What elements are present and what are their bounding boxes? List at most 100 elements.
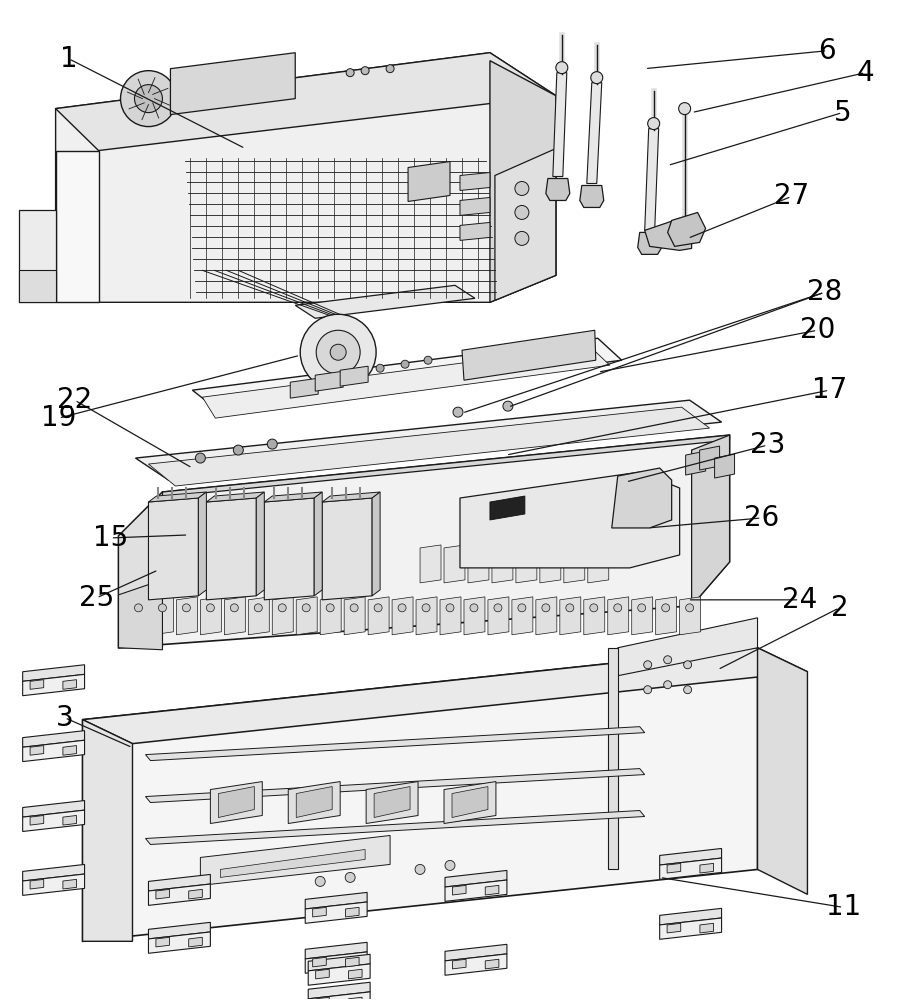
Circle shape [515,181,529,195]
Polygon shape [308,992,370,1000]
Text: 28: 28 [806,278,842,306]
Polygon shape [315,969,330,979]
Polygon shape [588,545,609,583]
Circle shape [644,686,652,694]
Circle shape [398,604,406,612]
Polygon shape [83,648,758,941]
Polygon shape [313,957,326,967]
Polygon shape [22,740,84,762]
Polygon shape [148,884,210,905]
Polygon shape [156,937,170,947]
Polygon shape [145,811,645,844]
Polygon shape [490,61,556,302]
Polygon shape [464,597,485,635]
Polygon shape [440,597,461,635]
Circle shape [401,360,409,368]
Polygon shape [314,492,322,596]
Circle shape [345,872,355,882]
Circle shape [662,604,670,612]
Polygon shape [700,446,719,470]
Polygon shape [200,597,221,635]
Circle shape [591,72,603,84]
Circle shape [590,604,598,612]
Circle shape [120,71,176,127]
Polygon shape [272,597,294,635]
Polygon shape [540,545,561,583]
Text: 1: 1 [60,45,77,73]
Circle shape [453,407,463,417]
Polygon shape [83,648,807,744]
Polygon shape [163,435,729,497]
Polygon shape [22,674,84,696]
Polygon shape [22,864,84,881]
Circle shape [231,604,238,612]
Polygon shape [366,782,418,823]
Circle shape [515,231,529,245]
Polygon shape [340,366,368,386]
Circle shape [135,85,163,113]
Polygon shape [372,492,380,596]
Polygon shape [148,407,709,486]
Polygon shape [468,545,489,583]
Text: 24: 24 [782,586,817,614]
Circle shape [424,356,432,364]
Polygon shape [249,597,269,635]
Polygon shape [492,545,513,583]
Polygon shape [210,782,262,823]
Polygon shape [296,787,332,818]
Polygon shape [153,597,173,635]
Circle shape [182,604,190,612]
Circle shape [664,656,672,664]
Circle shape [350,604,358,612]
Polygon shape [515,545,537,583]
Polygon shape [559,597,581,635]
Polygon shape [584,597,604,635]
Text: 22: 22 [57,386,92,414]
Polygon shape [700,923,714,933]
Text: 4: 4 [857,59,874,87]
Polygon shape [145,727,645,761]
Polygon shape [22,801,84,817]
Polygon shape [660,858,722,879]
Polygon shape [171,53,295,115]
Circle shape [445,860,455,870]
Polygon shape [31,879,44,889]
Polygon shape [19,210,56,302]
Polygon shape [667,212,706,246]
Polygon shape [680,597,700,635]
Circle shape [315,876,325,886]
Circle shape [683,686,691,694]
Polygon shape [553,73,567,177]
Polygon shape [198,492,207,596]
Circle shape [196,453,206,463]
Circle shape [376,364,384,372]
Polygon shape [136,400,722,480]
Text: 26: 26 [744,504,779,532]
Polygon shape [63,680,76,689]
Polygon shape [31,680,44,689]
Circle shape [664,681,672,689]
Polygon shape [63,746,76,755]
Polygon shape [700,863,714,873]
Circle shape [207,604,215,612]
Circle shape [647,118,660,130]
Circle shape [346,69,354,77]
Polygon shape [189,889,202,899]
Polygon shape [56,53,556,302]
Polygon shape [305,952,367,973]
Polygon shape [660,918,722,939]
Polygon shape [460,472,680,568]
Polygon shape [156,889,170,899]
Polygon shape [56,151,99,302]
Polygon shape [148,492,207,502]
Polygon shape [202,346,610,418]
Circle shape [518,604,526,612]
Polygon shape [220,849,365,877]
Circle shape [470,604,478,612]
Polygon shape [176,597,198,635]
Polygon shape [290,378,318,398]
Polygon shape [460,197,490,215]
Polygon shape [56,53,556,151]
Polygon shape [631,597,653,635]
Circle shape [494,604,502,612]
